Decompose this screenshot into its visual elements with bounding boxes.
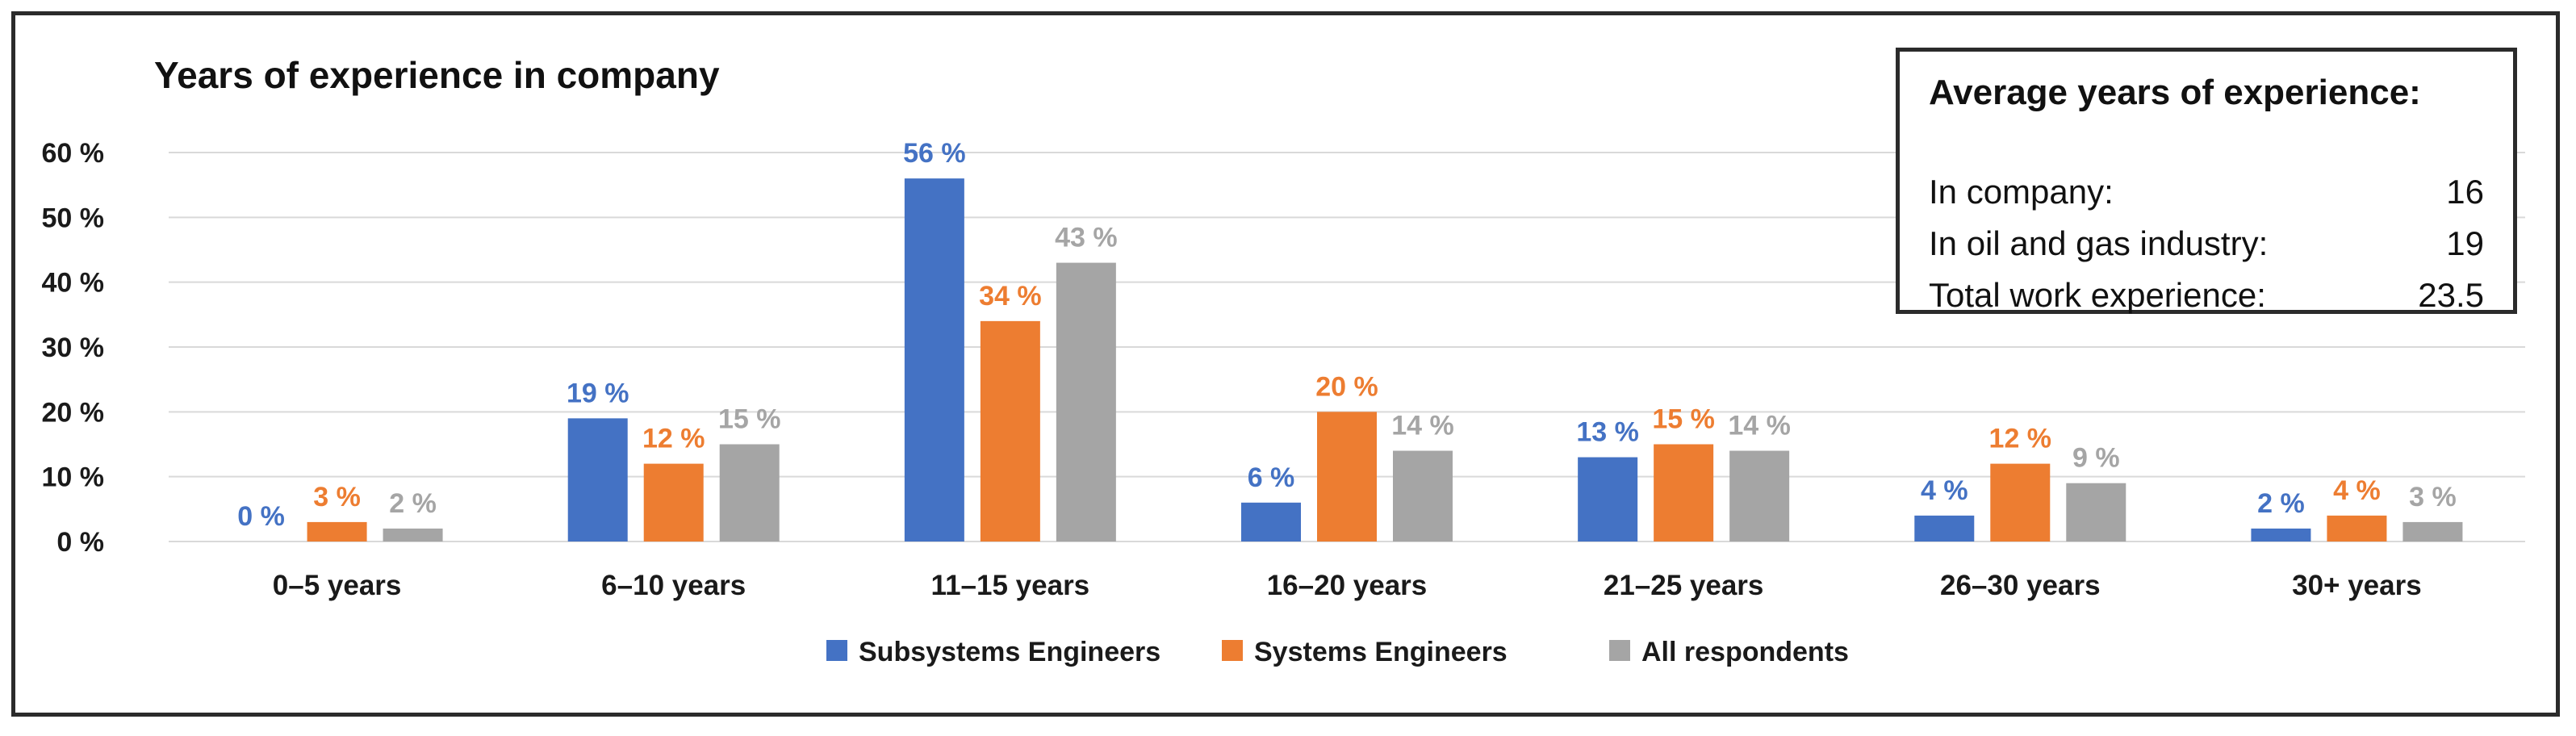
x-tick-label: 16–20 years	[1267, 570, 1428, 601]
average-row-value: 16	[2446, 173, 2484, 211]
data-label: 4 %	[2333, 475, 2381, 506]
data-label: 4 %	[1921, 475, 1968, 506]
chart-title: Years of experience in company	[154, 54, 720, 96]
legend-swatch	[1222, 640, 1243, 661]
average-row-label: In company:	[1929, 173, 2114, 211]
y-axis-ticks: 0 % 10 % 20 % 30 % 40 % 50 % 60 %	[42, 138, 105, 558]
y-tick-label: 60 %	[42, 138, 105, 169]
data-labels: 0 % 3 % 2 % 19 % 12 % 15 % 56 % 34 % 43 % 6 % 20 %…	[237, 138, 2456, 532]
average-row-value: 23.5	[2418, 276, 2484, 314]
average-row-label: Total work experience:	[1929, 276, 2266, 314]
bar	[719, 444, 780, 542]
data-label: 15 %	[1652, 404, 1715, 435]
data-label: 19 %	[567, 378, 629, 408]
data-label: 0 %	[237, 501, 285, 532]
data-label: 13 %	[1576, 417, 1639, 448]
legend-label: Systems Engineers	[1254, 637, 1508, 667]
bar	[567, 418, 628, 542]
data-label: 3 %	[2409, 482, 2457, 512]
y-tick-label: 10 %	[42, 462, 105, 493]
bar	[1654, 444, 1714, 542]
bar-chart: Years of experience in company 0 % 10 % 20…	[42, 54, 2525, 667]
bars	[307, 178, 2463, 542]
legend-swatch	[826, 640, 847, 661]
x-tick-label: 21–25 years	[1604, 570, 1764, 601]
bar	[2402, 521, 2463, 542]
bar	[1578, 457, 1638, 542]
legend-swatch	[1609, 640, 1630, 661]
x-tick-label: 6–10 years	[601, 570, 746, 601]
data-label: 14 %	[1391, 411, 1454, 441]
x-tick-label: 26–30 years	[1940, 570, 2101, 601]
legend-label: All respondents	[1641, 637, 1849, 667]
y-tick-label: 50 %	[42, 203, 105, 233]
bar	[904, 178, 964, 542]
average-row-company: In company: 16	[1929, 166, 2484, 218]
bar	[307, 521, 367, 542]
y-tick-label: 30 %	[42, 332, 105, 363]
bar	[1990, 463, 2051, 542]
y-tick-label: 40 %	[42, 268, 105, 299]
data-label: 6 %	[1248, 462, 1295, 493]
bar	[980, 320, 1040, 542]
bar	[1729, 450, 1790, 542]
data-label: 3 %	[313, 482, 361, 512]
average-row-label: In oil and gas industry:	[1929, 224, 2269, 262]
average-box-title: Average years of experience:	[1929, 73, 2421, 112]
x-tick-label: 0–5 years	[273, 570, 402, 601]
data-label: 9 %	[2072, 443, 2120, 474]
bar	[1914, 515, 1975, 542]
bar	[2327, 515, 2387, 542]
bar	[1241, 502, 1301, 542]
bar	[1317, 412, 1377, 542]
x-axis-ticks: 0–5 years 6–10 years 11–15 years 16–20 year…	[273, 570, 2422, 601]
average-row-industry: In oil and gas industry: 19	[1929, 218, 2484, 270]
bar	[2066, 483, 2126, 542]
data-label: 14 %	[1728, 411, 1791, 441]
bar	[643, 463, 704, 542]
x-tick-label: 11–15 years	[931, 570, 1090, 601]
data-label: 15 %	[718, 404, 781, 435]
data-label: 56 %	[903, 138, 966, 169]
legend: Subsystems Engineers Systems Engineers All…	[826, 637, 1849, 667]
data-label: 34 %	[979, 281, 1042, 312]
data-label: 12 %	[1989, 424, 2052, 454]
average-row-value: 19	[2446, 224, 2484, 262]
data-label: 12 %	[642, 424, 705, 454]
bar	[2251, 528, 2311, 542]
data-label: 43 %	[1055, 223, 1118, 253]
y-tick-label: 20 %	[42, 397, 105, 428]
average-row-total: Total work experience: 23.5	[1929, 270, 2484, 321]
bar	[1393, 450, 1453, 542]
bar	[383, 528, 443, 542]
data-label: 20 %	[1315, 371, 1378, 402]
x-tick-label: 30+ years	[2292, 570, 2422, 601]
legend-label: Subsystems Engineers	[859, 637, 1160, 667]
bar	[1056, 262, 1116, 542]
data-label: 2 %	[389, 488, 437, 519]
y-tick-label: 0 %	[56, 527, 104, 558]
data-label: 2 %	[2257, 488, 2305, 519]
chart-frame: Years of experience in company 0 % 10 % 20…	[11, 11, 2560, 717]
average-experience-box: Average years of experience: In company:…	[1896, 48, 2517, 314]
